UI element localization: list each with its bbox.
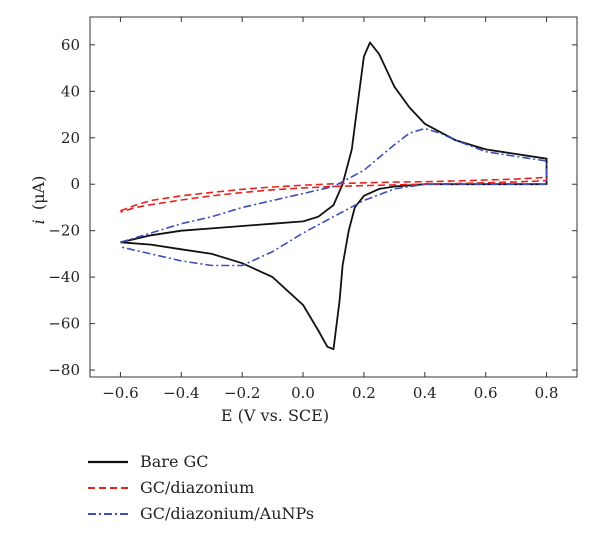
- series-line-3: [120, 127, 548, 267]
- x-tick-label: 0.8: [535, 384, 559, 402]
- plot-frame: [89, 16, 578, 378]
- x-tick-label: 0.2: [352, 384, 376, 402]
- y-axis-ticks: −80 −60 −40 −20 0 20 40 60: [48, 36, 577, 379]
- y-tick-label: −40: [48, 268, 80, 286]
- y-tick-label: 20: [61, 129, 80, 147]
- x-axis-title: E (V vs. SCE): [221, 406, 329, 425]
- x-tick-label: −0.2: [224, 384, 260, 402]
- x-tick-label: 0.4: [413, 384, 437, 402]
- legend: Bare GC GC/diazonium GC/diazonium/AuNPs: [88, 452, 314, 523]
- x-tick-label: 0.0: [291, 384, 315, 402]
- series-line-1: [120, 41, 548, 351]
- x-tick-label: 0.6: [474, 384, 498, 402]
- series-line-2: [120, 176, 548, 213]
- series-layer: [120, 41, 548, 351]
- y-tick-label: −60: [48, 315, 80, 333]
- y-tick-label: −20: [48, 222, 80, 240]
- legend-label: GC/diazonium: [140, 478, 254, 497]
- y-axis-title-unit: (μA): [29, 176, 48, 210]
- y-tick-label: 0: [70, 175, 80, 193]
- y-tick-label: 60: [61, 36, 80, 54]
- x-axis-ticks: −0.6 −0.4 −0.2 0.0 0.2 0.4 0.6 0.8: [102, 17, 558, 402]
- legend-label: GC/diazonium/AuNPs: [140, 504, 314, 523]
- legend-label: Bare GC: [140, 452, 209, 471]
- y-axis-title-symbol: i: [29, 219, 48, 224]
- y-axis-title: i (μA): [29, 176, 48, 225]
- x-tick-label: −0.4: [163, 384, 199, 402]
- x-tick-label: −0.6: [102, 384, 138, 402]
- y-tick-label: 40: [61, 82, 80, 100]
- y-tick-label: −80: [48, 361, 80, 379]
